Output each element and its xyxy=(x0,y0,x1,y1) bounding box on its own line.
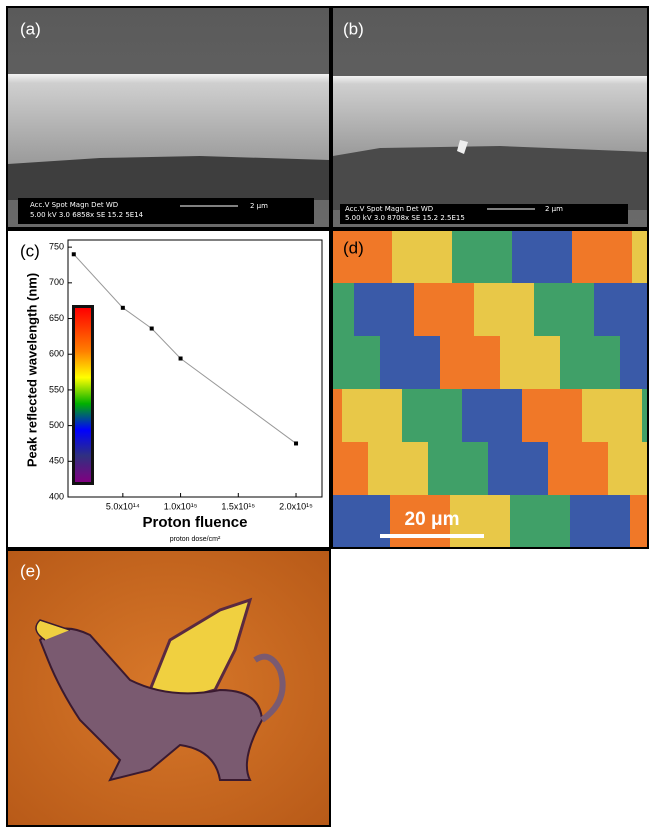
color-square xyxy=(582,389,642,442)
sem-header: Acc.V Spot Magn Det WD xyxy=(30,201,118,209)
y-tick-label: 450 xyxy=(49,456,64,466)
scale-label: 2 μm xyxy=(250,202,268,210)
y-tick-label: 400 xyxy=(49,491,64,501)
y-tick-label: 650 xyxy=(49,313,64,323)
panel-e: (e) xyxy=(7,550,330,826)
color-square xyxy=(428,442,488,495)
y-tick-label: 600 xyxy=(49,349,64,359)
color-square xyxy=(440,336,500,389)
color-square xyxy=(548,442,608,495)
y-tick-label: 700 xyxy=(49,277,64,287)
scale-label: 20 μm xyxy=(405,509,460,530)
color-square xyxy=(414,283,474,336)
panel-d xyxy=(332,230,648,548)
color-square xyxy=(332,336,380,389)
sem-info: 5.00 kV 3.0 6858x SE 15.2 5E14 xyxy=(30,211,144,219)
color-square xyxy=(332,495,390,548)
panel-label: (c) xyxy=(20,241,40,260)
x-tick-label: 5.0x10¹⁴ xyxy=(106,501,140,511)
color-square xyxy=(510,495,570,548)
color-square xyxy=(630,495,648,548)
panel-b: Acc.V Spot Magn Det WD 5.00 kV 3.0 8708x… xyxy=(332,7,648,228)
scale-label: 2 μm xyxy=(545,205,563,213)
panel-label: (d) xyxy=(343,238,364,257)
x-axis-sublabel: proton dose/cm² xyxy=(170,536,221,543)
figure: Acc.V Spot Magn Det WD 5.00 kV 3.0 6858x… xyxy=(0,0,651,828)
color-square xyxy=(572,230,632,283)
color-square xyxy=(500,336,560,389)
color-square xyxy=(452,230,512,283)
color-square xyxy=(570,495,630,548)
color-square xyxy=(380,336,440,389)
color-square xyxy=(534,283,594,336)
color-square xyxy=(332,283,354,336)
panel-c: (c) Proton fluence proton dose/cm² Peak … xyxy=(7,230,330,548)
color-square xyxy=(402,389,462,442)
color-square xyxy=(368,442,428,495)
color-square xyxy=(342,389,402,442)
y-axis-label: Peak reflected wavelength (nm) xyxy=(24,273,39,467)
color-square xyxy=(560,336,620,389)
panel-a: Acc.V Spot Magn Det WD 5.00 kV 3.0 6858x… xyxy=(7,7,330,228)
y-tick-label: 550 xyxy=(49,384,64,394)
data-point xyxy=(150,327,154,331)
data-point xyxy=(72,252,76,256)
color-square xyxy=(632,230,648,283)
panel-label: (a) xyxy=(20,19,41,38)
panel-label: (e) xyxy=(20,561,41,580)
panel-label: (b) xyxy=(343,19,364,38)
y-tick-label: 750 xyxy=(49,242,64,252)
color-square xyxy=(512,230,572,283)
color-square xyxy=(332,442,368,495)
data-point xyxy=(121,306,125,310)
color-square xyxy=(332,389,342,442)
x-tick-label: 1.0x10¹⁵ xyxy=(164,501,198,511)
y-tick-label: 500 xyxy=(49,420,64,430)
x-tick-label: 2.0x10¹⁵ xyxy=(279,501,313,511)
color-square xyxy=(608,442,648,495)
color-square xyxy=(354,283,414,336)
sem-header: Acc.V Spot Magn Det WD xyxy=(345,205,433,213)
color-square xyxy=(522,389,582,442)
color-square xyxy=(474,283,534,336)
color-square xyxy=(462,389,522,442)
x-axis-label: Proton fluence xyxy=(142,514,247,531)
color-square xyxy=(392,230,452,283)
sem-info: 5.00 kV 3.0 8708x SE 15.2 2.5E15 xyxy=(345,214,465,222)
x-tick-label: 1.5x10¹⁵ xyxy=(221,501,255,511)
data-point xyxy=(294,441,298,445)
color-square xyxy=(594,283,648,336)
color-square xyxy=(488,442,548,495)
color-square xyxy=(620,336,648,389)
data-point xyxy=(179,357,183,361)
